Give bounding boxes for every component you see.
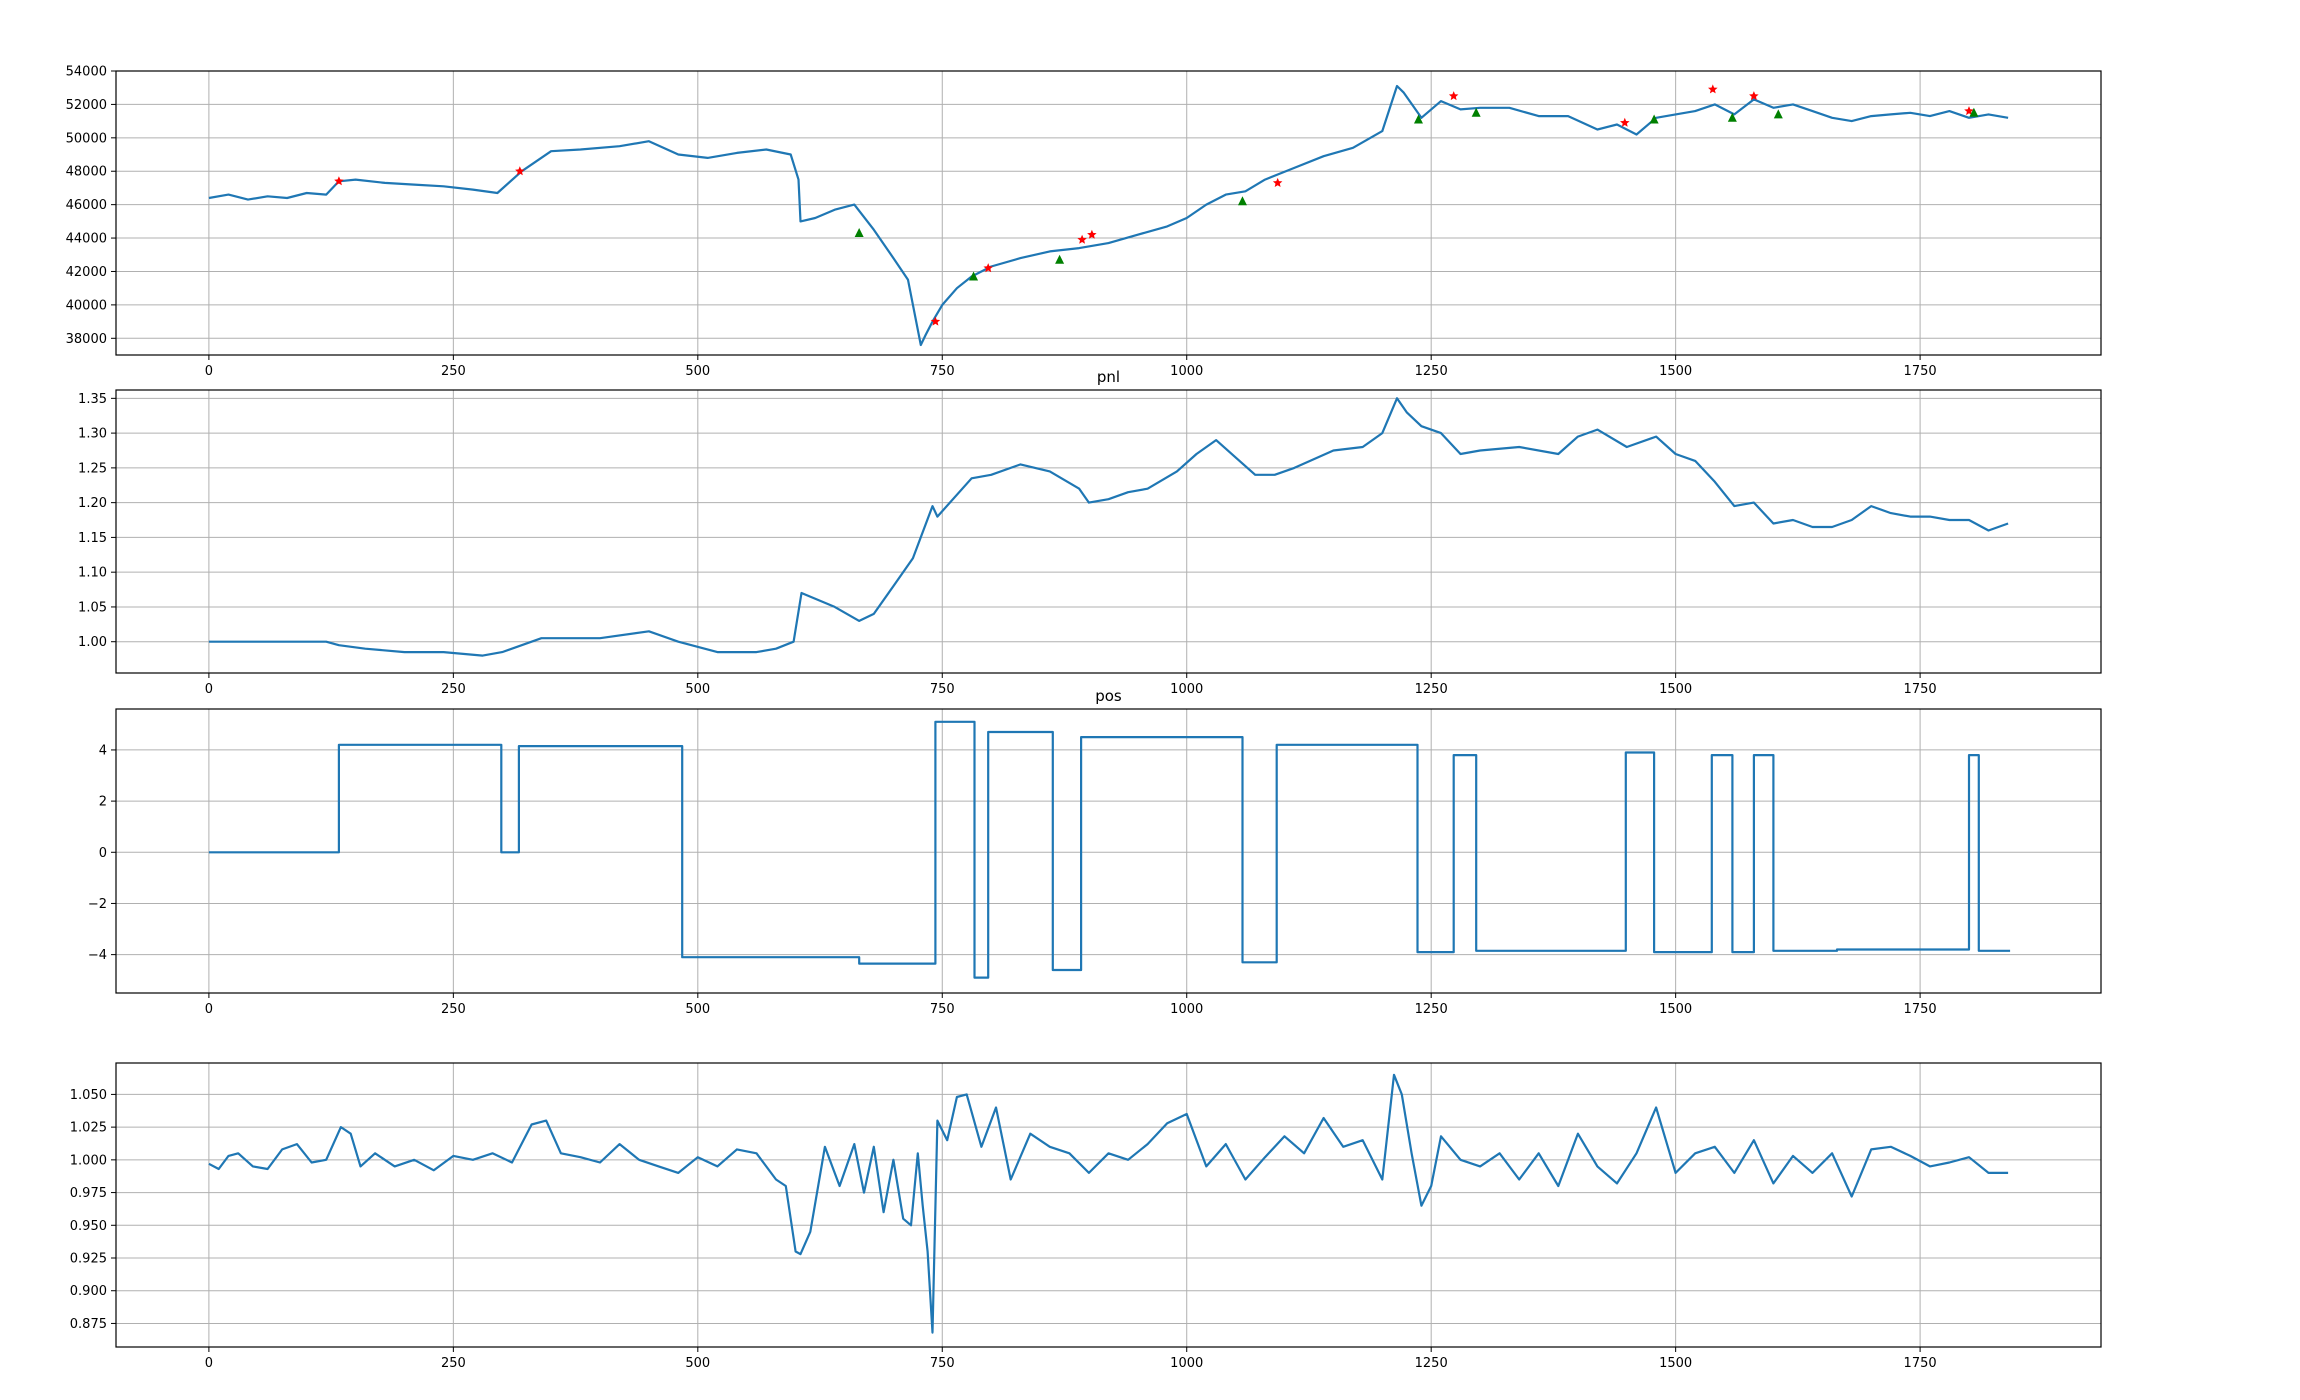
x-tick-label: 1500: [1659, 682, 1692, 697]
axes-frame: [115, 70, 2102, 356]
buy-marker: [1969, 107, 1979, 117]
y-tick-label: 42000: [66, 265, 107, 280]
buy-marker: [1727, 112, 1737, 122]
buy-marker: [1413, 114, 1423, 124]
x-tick-label: 250: [441, 1002, 466, 1017]
buy-marker: [854, 228, 864, 238]
x-tick-label: 1750: [1904, 682, 1937, 697]
x-tick-label: 1750: [1904, 1002, 1937, 1017]
x-tick-label: 1000: [1170, 1002, 1203, 1017]
ratio-panel: 0 250 500 750 1000 1250 1500 1750 0.875 0.900 0.92…: [70, 1062, 2102, 1371]
buy-marker: [1773, 109, 1783, 119]
x-tick-label: 1500: [1659, 364, 1692, 379]
sell-marker: [1620, 117, 1630, 127]
x-tick-label: 250: [441, 682, 466, 697]
x-tick-label: 1750: [1904, 1356, 1937, 1371]
pos-panel: 0 250 500 750 1000 1250 1500 1750 −4 −2 0 2 4 pos: [88, 687, 2102, 1017]
y-tick-label: 1.050: [70, 1088, 107, 1103]
series-line: [208, 720, 2011, 979]
y-tick-label: 1.05: [78, 600, 107, 615]
pnl-panel: 0 250 500 750 1000 1250 1500 1750 1.00 1.05 1.10 1.…: [78, 368, 2102, 697]
buy-marker: [1237, 196, 1247, 206]
y-tick-label: 40000: [66, 298, 107, 313]
sell-marker: [1708, 84, 1718, 94]
x-tick-label: 1000: [1170, 1356, 1203, 1371]
panel-title: pos: [1095, 687, 1122, 705]
y-tick-label: 0.900: [70, 1284, 107, 1299]
x-tick-label: 500: [685, 1002, 710, 1017]
buy-marker: [1471, 107, 1481, 117]
y-tick-label: 1.35: [78, 392, 107, 407]
x-tick-label: 0: [205, 682, 213, 697]
x-tick-label: 1500: [1659, 1356, 1692, 1371]
sell-marker: [1272, 177, 1283, 187]
y-tick-label: 52000: [66, 98, 107, 113]
y-tick-label: 1.025: [70, 1121, 107, 1136]
x-tick-label: 750: [930, 1356, 955, 1371]
sell-marker: [1749, 91, 1759, 101]
series-line: [208, 397, 2009, 657]
y-tick-label: 0.925: [70, 1252, 107, 1267]
x-tick-label: 500: [685, 364, 710, 379]
y-tick-label: 50000: [66, 131, 107, 146]
sell-marker: [1087, 229, 1097, 239]
y-tick-label: 38000: [66, 332, 107, 347]
panel-title: pnl: [1097, 368, 1120, 386]
y-tick-label: 1.00: [78, 635, 107, 650]
x-tick-label: 750: [930, 364, 955, 379]
axes-frame: [115, 389, 2102, 674]
x-tick-label: 500: [685, 682, 710, 697]
series-line: [208, 84, 2009, 347]
buy-marker: [1649, 114, 1659, 124]
y-tick-label: 4: [99, 743, 107, 758]
y-tick-label: 1.000: [70, 1153, 107, 1168]
x-tick-label: 1250: [1415, 1356, 1448, 1371]
sell-marker: [334, 176, 344, 186]
y-tick-label: 54000: [66, 65, 107, 80]
y-tick-label: 0: [99, 846, 107, 861]
sell-marker: [1077, 234, 1087, 244]
sell-marker: [983, 263, 993, 273]
buy-marker: [1055, 254, 1065, 264]
buy-marker: [969, 271, 979, 281]
y-tick-label: 2: [99, 795, 107, 810]
x-tick-label: 250: [441, 1356, 466, 1371]
x-tick-label: 1500: [1659, 1002, 1692, 1017]
y-tick-label: 1.10: [78, 566, 107, 581]
sell-marker: [1964, 106, 1974, 116]
x-tick-label: 1250: [1415, 364, 1448, 379]
x-tick-label: 1250: [1415, 1002, 1448, 1017]
y-tick-label: 48000: [66, 165, 107, 180]
y-tick-label: 46000: [66, 198, 107, 213]
x-tick-label: 500: [685, 1356, 710, 1371]
price-panel: 0 250 500 750 1000 1250 1500 1750 38000 40000 4200…: [66, 65, 2102, 379]
x-tick-label: 750: [930, 682, 955, 697]
sell-marker: [930, 316, 941, 326]
sell-marker: [515, 166, 525, 176]
x-tick-label: 1750: [1904, 364, 1937, 379]
axes-frame: [115, 1062, 2102, 1348]
x-tick-label: 0: [205, 1002, 213, 1017]
y-tick-label: −2: [88, 897, 107, 912]
y-tick-label: 1.25: [78, 461, 107, 476]
y-tick-label: 0.875: [70, 1317, 107, 1332]
y-tick-label: 44000: [66, 232, 107, 247]
y-tick-label: 1.15: [78, 531, 107, 546]
x-tick-label: 0: [205, 364, 213, 379]
axes-frame: [115, 708, 2102, 994]
series-line: [208, 1073, 2009, 1334]
x-tick-label: 750: [930, 1002, 955, 1017]
y-tick-label: 0.950: [70, 1219, 107, 1234]
x-tick-label: 1000: [1170, 682, 1203, 697]
x-tick-label: 0: [205, 1356, 213, 1371]
y-tick-label: 0.975: [70, 1186, 107, 1201]
x-tick-label: 250: [441, 364, 466, 379]
x-tick-label: 1250: [1415, 682, 1448, 697]
x-tick-label: 1000: [1170, 364, 1203, 379]
y-tick-label: 1.30: [78, 427, 107, 442]
y-tick-label: −4: [88, 948, 107, 963]
y-tick-label: 1.20: [78, 496, 107, 511]
sell-marker: [1448, 91, 1459, 101]
